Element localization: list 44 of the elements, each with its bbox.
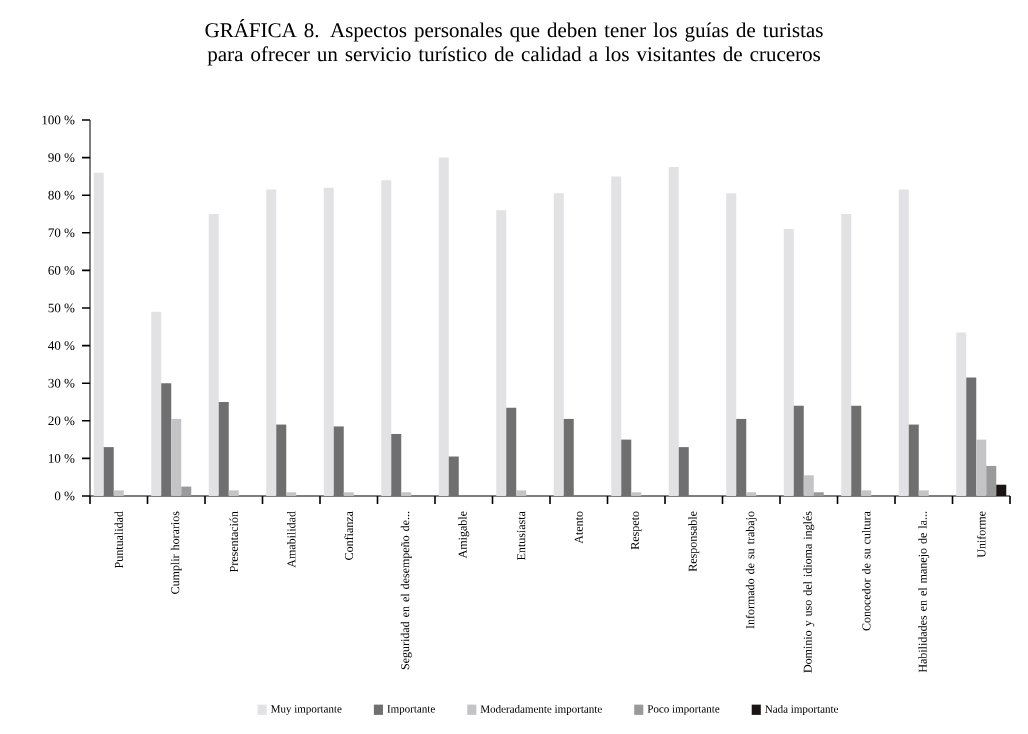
bar	[93, 172, 104, 496]
bar	[851, 405, 862, 496]
bar	[793, 405, 804, 496]
bar	[506, 407, 517, 496]
bar	[783, 229, 794, 496]
bar	[986, 465, 997, 496]
bar	[181, 486, 192, 496]
bar	[621, 439, 632, 496]
bar	[553, 193, 564, 496]
bar	[438, 157, 449, 496]
bar	[103, 447, 114, 496]
bar	[726, 193, 737, 496]
bar	[276, 424, 287, 496]
bar	[841, 214, 852, 496]
bar	[976, 439, 987, 496]
bar	[956, 332, 967, 496]
bar	[218, 402, 229, 496]
bar	[151, 311, 162, 496]
bar	[516, 490, 527, 496]
bar	[898, 189, 909, 496]
bar	[391, 433, 402, 496]
chart-title: GRÁFICA 8. Aspectos personales que deben tener los guías de turistas para ofrecer un servicio turístico de calidad a los visitantes de cruceros	[205, 19, 823, 66]
bar	[161, 383, 172, 496]
bar	[908, 424, 919, 496]
bar	[611, 176, 622, 496]
bar	[266, 189, 277, 496]
bar	[323, 187, 334, 496]
bar	[861, 490, 872, 496]
bar	[333, 426, 344, 496]
bar	[171, 418, 182, 496]
bar	[563, 418, 574, 496]
bar	[208, 214, 219, 496]
bar	[113, 490, 124, 496]
bar	[918, 490, 929, 496]
bar	[996, 484, 1007, 496]
bar	[678, 447, 689, 496]
bar	[803, 475, 814, 496]
bar	[966, 377, 977, 496]
bar	[736, 418, 747, 496]
bar	[228, 490, 239, 496]
bar	[668, 167, 679, 496]
bar	[448, 456, 459, 496]
bar	[496, 210, 507, 496]
bar	[381, 180, 392, 496]
